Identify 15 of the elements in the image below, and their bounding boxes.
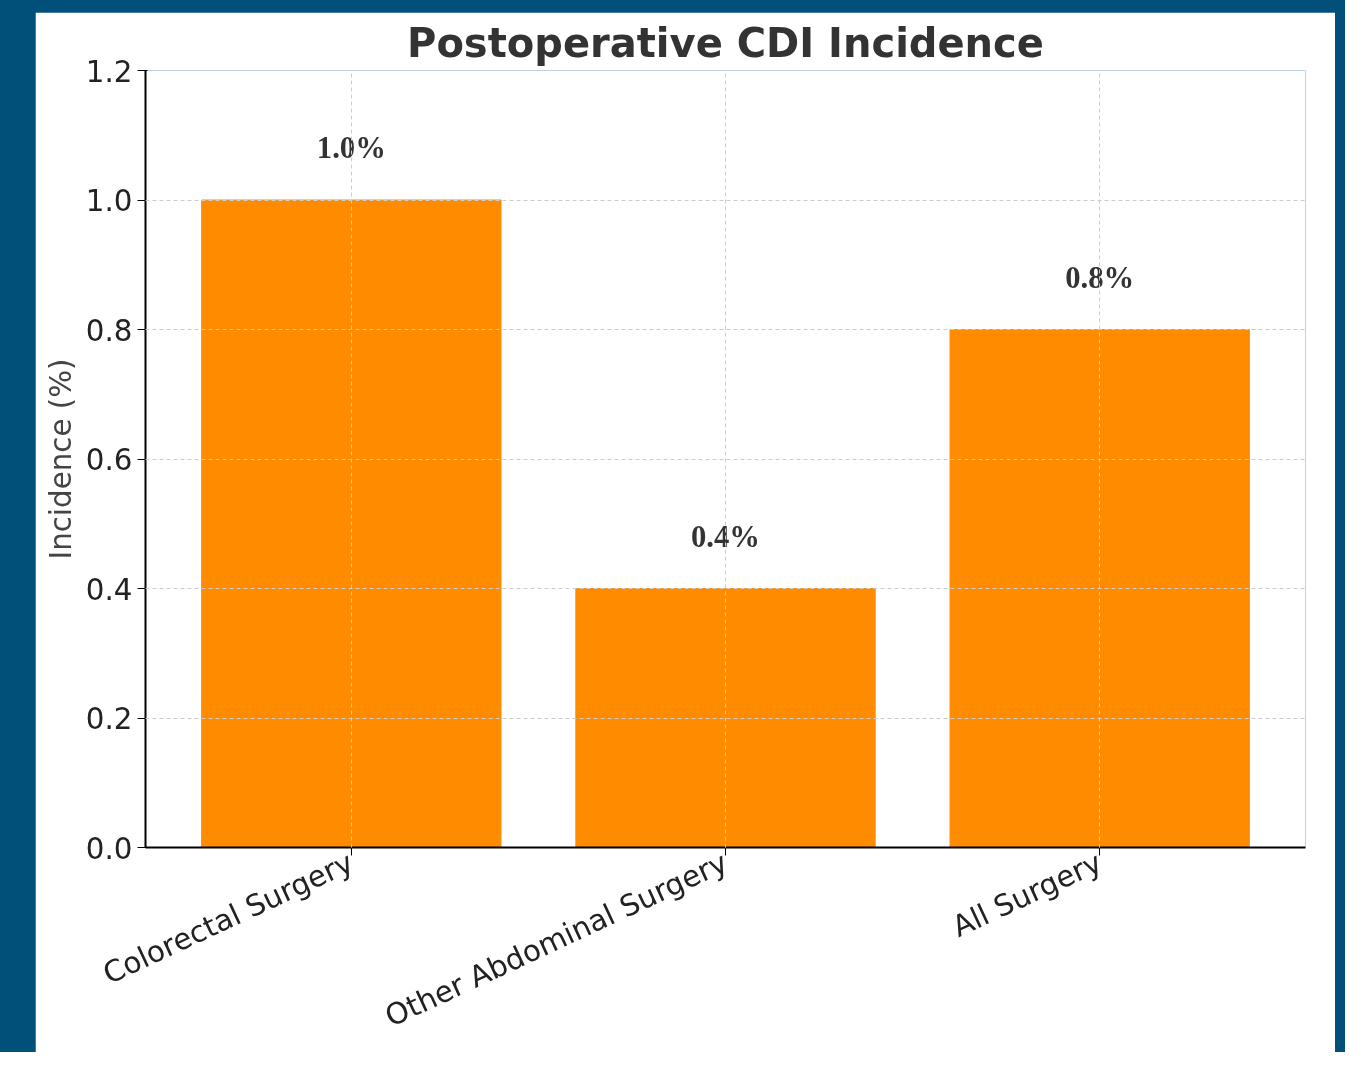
y-tick-label: 1.0	[85, 184, 133, 218]
y-tick-label: 0.8	[85, 313, 133, 348]
chart-title: Postoperative CDI Incidence	[407, 19, 1044, 66]
y-tick-label: 0.2	[85, 702, 133, 736]
y-tick-label: 0.6	[85, 443, 133, 477]
data-label: 0.4%	[691, 519, 760, 554]
bar	[201, 199, 502, 848]
data-label: 0.8%	[1065, 260, 1135, 295]
y-tick-label: 0.0	[85, 831, 133, 866]
y-tick-label: 1.2	[85, 54, 133, 89]
bar	[949, 329, 1250, 848]
y-axis-title: Incidence (%)	[43, 358, 78, 560]
y-tick-label: 0.4	[85, 572, 133, 607]
data-label: 1.0%	[316, 131, 386, 165]
bar	[575, 588, 876, 848]
